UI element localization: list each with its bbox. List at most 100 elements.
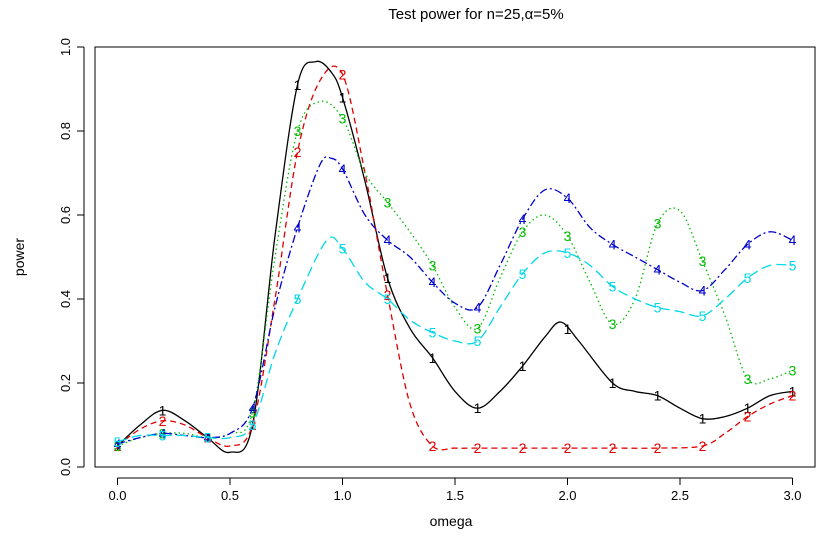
series-marker-5: 5 xyxy=(429,325,437,341)
series-marker-3: 3 xyxy=(609,316,617,332)
y-tick-label: 0.8 xyxy=(58,122,73,140)
series-marker-1: 1 xyxy=(294,77,302,93)
series-marker-1: 1 xyxy=(654,388,662,404)
series-marker-3: 3 xyxy=(159,425,167,441)
series-5: 5 5 5 5 5 5 5 5 5 5 5 5 5 5 5 5 xyxy=(114,236,797,450)
series-marker-1: 1 xyxy=(339,89,347,105)
series-marker-3: 3 xyxy=(654,215,662,231)
series-marker-2: 2 xyxy=(519,440,527,456)
series-marker-1: 1 xyxy=(789,383,797,399)
series-marker-4: 4 xyxy=(654,262,662,278)
y-tick-label: 0.4 xyxy=(58,290,73,308)
series-marker-5: 5 xyxy=(609,278,617,294)
series-marker-2: 2 xyxy=(609,440,617,456)
series-marker-2: 2 xyxy=(159,413,167,429)
series-marker-4: 4 xyxy=(339,161,347,177)
series-marker-1: 1 xyxy=(474,400,482,416)
series-marker-5: 5 xyxy=(519,266,527,282)
series-line-1 xyxy=(117,60,793,454)
series-marker-1: 1 xyxy=(564,321,572,337)
x-tick-label: 0.5 xyxy=(221,488,239,503)
series-marker-3: 3 xyxy=(249,404,257,420)
series-marker-1: 1 xyxy=(744,400,752,416)
series-marker-5: 5 xyxy=(564,245,572,261)
series-marker-4: 4 xyxy=(699,283,707,299)
x-tick-label: 2.0 xyxy=(558,488,576,503)
series-marker-5: 5 xyxy=(789,257,797,273)
series-marker-2: 2 xyxy=(744,409,752,425)
series-marker-2: 2 xyxy=(654,440,662,456)
series-marker-5: 5 xyxy=(294,291,302,307)
series-marker-2: 2 xyxy=(789,388,797,404)
series-marker-1: 1 xyxy=(159,402,167,418)
series-marker-5: 5 xyxy=(744,270,752,286)
series-marker-4: 4 xyxy=(519,211,527,227)
x-tick-label: 3.0 xyxy=(783,488,801,503)
plot-frame xyxy=(94,46,816,468)
series-line-4 xyxy=(117,156,793,445)
series-marker-2: 2 xyxy=(699,438,707,454)
series-marker-3: 3 xyxy=(699,253,707,269)
series-marker-4: 4 xyxy=(159,425,167,441)
series-marker-4: 4 xyxy=(609,236,617,252)
series-marker-5: 5 xyxy=(699,308,707,324)
series-marker-3: 3 xyxy=(294,123,302,139)
chart-title: Test power for n=25,α=5% xyxy=(388,6,563,23)
series-marker-3: 3 xyxy=(564,228,572,244)
x-tick-label: 1.5 xyxy=(446,488,464,503)
series-marker-3: 3 xyxy=(744,371,752,387)
series-marker-4: 4 xyxy=(114,436,122,452)
series-marker-3: 3 xyxy=(384,194,392,210)
x-tick-label: 0.0 xyxy=(108,488,126,503)
series-marker-4: 4 xyxy=(429,274,437,290)
series-marker-5: 5 xyxy=(159,428,167,444)
series-marker-5: 5 xyxy=(339,241,347,257)
series-marker-4: 4 xyxy=(384,232,392,248)
series-marker-4: 4 xyxy=(789,232,797,248)
series-line-5 xyxy=(117,236,793,443)
y-tick-label: 1.0 xyxy=(58,38,73,56)
y-tick-label: 0.0 xyxy=(58,458,73,476)
series-marker-5: 5 xyxy=(204,430,212,446)
series-marker-2: 2 xyxy=(294,144,302,160)
x-axis: 0.0 0.5 1.0 1.5 2.0 2.5 3.0 xyxy=(108,477,802,503)
series-marker-1: 1 xyxy=(384,270,392,286)
x-axis-label: omega xyxy=(430,513,473,529)
series-marker-5: 5 xyxy=(249,417,257,433)
series-marker-4: 4 xyxy=(744,236,752,252)
series-marker-3: 3 xyxy=(474,320,482,336)
series-marker-1: 1 xyxy=(519,358,527,374)
series-marker-1: 1 xyxy=(429,350,437,366)
series-marker-2: 2 xyxy=(384,287,392,303)
series-marker-3: 3 xyxy=(429,257,437,273)
series-marker-1: 1 xyxy=(699,411,707,427)
series-marker-3: 3 xyxy=(114,438,122,454)
y-tick-label: 0.2 xyxy=(58,374,73,392)
series-marker-4: 4 xyxy=(249,400,257,416)
y-tick-label: 0.6 xyxy=(58,206,73,224)
series-marker-1: 1 xyxy=(609,375,617,391)
series-marker-4: 4 xyxy=(474,299,482,315)
series-marker-4: 4 xyxy=(294,220,302,236)
series-line-2 xyxy=(117,65,793,451)
series-marker-4: 4 xyxy=(564,190,572,206)
series-marker-5: 5 xyxy=(654,299,662,315)
series-marker-5: 5 xyxy=(384,291,392,307)
series-marker-5: 5 xyxy=(114,434,122,450)
series-marker-2: 2 xyxy=(474,440,482,456)
x-tick-label: 1.0 xyxy=(333,488,351,503)
series-marker-3: 3 xyxy=(339,110,347,126)
x-tick-label: 2.5 xyxy=(671,488,689,503)
series-marker-3: 3 xyxy=(519,224,527,240)
series-marker-3: 3 xyxy=(789,362,797,378)
series-marker-2: 2 xyxy=(429,438,437,454)
y-axis-label: power xyxy=(11,238,27,276)
series-marker-2: 2 xyxy=(564,440,572,456)
series-marker-5: 5 xyxy=(474,333,482,349)
